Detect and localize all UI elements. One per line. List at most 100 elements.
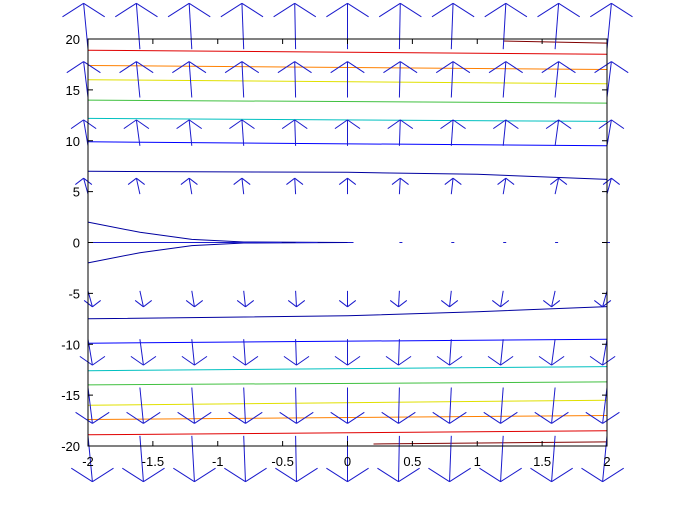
quiver-arrow <box>594 61 629 98</box>
quiver-arrow <box>538 339 565 366</box>
quiver-arrow <box>275 435 318 483</box>
contour-line-3 <box>87 306 608 320</box>
y-tick-label: 10 <box>66 134 80 149</box>
quiver-arrow <box>334 119 361 146</box>
quiver-arrow <box>385 339 412 366</box>
quiver-arrow <box>484 2 528 50</box>
quiver-arrow <box>431 2 475 50</box>
quiver-arrow <box>70 119 97 146</box>
quiver-arrow <box>167 2 211 50</box>
quiver-arrow <box>435 61 471 98</box>
quiver-arrow <box>127 177 145 195</box>
x-tick-label: -1.5 <box>142 454 164 469</box>
quiver-arrow <box>391 177 409 195</box>
contour-line-7 <box>87 366 608 372</box>
quiver-layer <box>62 2 633 483</box>
quiver-arrow <box>497 177 515 195</box>
quiver-arrow <box>172 61 207 98</box>
y-tick-label: 0 <box>73 236 80 251</box>
quiver-arrow <box>542 290 561 308</box>
x-tick-label: 0.5 <box>403 454 421 469</box>
quiver-arrow <box>232 339 259 366</box>
quiver-arrow <box>177 387 212 424</box>
quiver-arrow <box>377 435 420 483</box>
contour-line-1 <box>87 242 348 264</box>
quiver-arrow <box>479 435 522 483</box>
y-tick-label: 15 <box>66 83 80 98</box>
quiver-arrow <box>378 2 422 50</box>
quiver-arrow <box>224 435 267 483</box>
quiver-arrow <box>581 435 624 483</box>
quiver-arrow <box>66 61 101 98</box>
quiver-arrow <box>330 61 365 98</box>
quiver-arrow <box>119 61 154 98</box>
quiver-arrow <box>281 119 308 146</box>
contour-line-14 <box>87 49 608 55</box>
quiver-arrow <box>537 2 580 50</box>
quiver-arrow <box>229 119 255 146</box>
quiver-arrow <box>444 177 462 195</box>
quiver-arrow <box>493 119 519 146</box>
x-tick-label: -0.5 <box>271 454 293 469</box>
quiver-arrow <box>428 435 471 483</box>
quiver-arrow <box>277 61 312 98</box>
x-tick-label: 1 <box>474 454 481 469</box>
quiver-arrow <box>236 290 255 308</box>
y-tick-label: -10 <box>61 337 80 352</box>
x-tick-label: 0 <box>344 454 351 469</box>
x-tick-label: -2 <box>82 454 94 469</box>
quiver-arrow <box>432 387 467 424</box>
quiver-arrow <box>440 290 459 308</box>
quiver-arrow <box>134 290 153 308</box>
quiver-arrow <box>440 119 466 146</box>
quiver-arrow <box>585 387 620 424</box>
quiver-arrow <box>338 177 357 195</box>
quiver-arrow <box>436 339 463 366</box>
quiver-arrow <box>545 119 572 146</box>
y-tick-label: 5 <box>73 185 80 200</box>
quiver-arrow <box>550 177 568 195</box>
quiver-arrow <box>185 290 204 308</box>
quiver-arrow <box>173 435 216 483</box>
quiver-arrow <box>387 119 414 146</box>
quiver-arrow <box>62 2 105 50</box>
quiver-arrow <box>130 339 157 366</box>
quiver-arrow <box>273 2 317 50</box>
contour-line-15 <box>87 430 608 436</box>
contour-line-9 <box>87 381 608 386</box>
y-tick-label: -5 <box>68 286 80 301</box>
quiver-arrow <box>488 61 523 98</box>
quiver-arrow <box>123 119 150 146</box>
quiver-arrow <box>176 119 202 146</box>
quiver-arrow <box>530 435 573 483</box>
quiver-arrow <box>534 387 569 424</box>
quiver-arrow <box>338 290 357 308</box>
y-tick-label: 20 <box>66 32 80 47</box>
contour-line-0 <box>87 221 348 243</box>
quiver-arrow <box>389 290 408 308</box>
quiver-arrow <box>122 435 165 483</box>
quiver-arrow <box>220 2 264 50</box>
quiver-arrow <box>181 339 208 366</box>
x-tick-label: 2 <box>603 454 610 469</box>
quiver-arrow <box>491 290 510 308</box>
quiver-arrow <box>590 2 633 50</box>
quiver-arrow <box>71 435 114 483</box>
x-tick-label: -1 <box>212 454 224 469</box>
quiver-arrow <box>381 387 416 424</box>
x-tick-label: 1.5 <box>533 454 551 469</box>
quiver-arrow <box>75 387 110 424</box>
quiver-arrow <box>334 339 361 366</box>
contour-line-17 <box>373 441 608 445</box>
quiver-arrow <box>483 387 518 424</box>
quiver-arrow <box>115 2 158 50</box>
quiver-arrow <box>279 387 314 424</box>
contour-line-16 <box>503 40 608 44</box>
quiver-arrow <box>383 61 418 98</box>
quiver-arrow <box>224 61 260 98</box>
quiver-arrow <box>330 387 365 424</box>
quiver-arrow <box>598 119 625 146</box>
quiver-arrow <box>589 339 616 366</box>
